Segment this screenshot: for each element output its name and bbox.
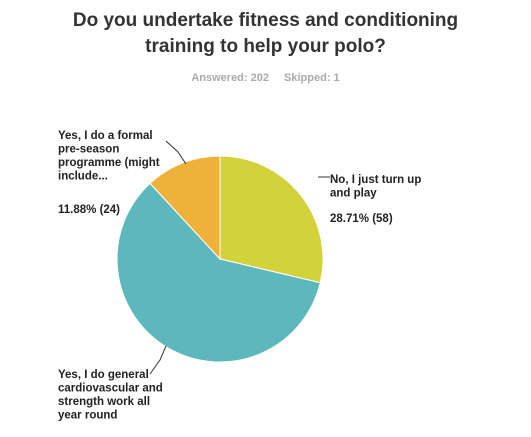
pie-slice-3[interactable]: [149, 155, 221, 261]
slice-label-1: No, I just turn up and play: [330, 174, 421, 200]
leader-line-2: [149, 345, 167, 375]
skipped-count: Skipped: 1: [284, 72, 340, 84]
pie-slice-1[interactable]: [219, 155, 324, 284]
response-stats: Answered: 202 Skipped: 1: [0, 72, 531, 84]
chart-title: Do you undertake fitness and conditionin…: [0, 8, 531, 60]
pie-slice-2[interactable]: [116, 182, 321, 363]
slice-percent-label-3: 11.88% (24): [58, 204, 120, 216]
chart-title-line-2: training to help your polo?: [145, 36, 386, 57]
slice-label-2: Yes, I do general cardiovascular and stren…: [58, 369, 163, 422]
leader-line-3: [165, 140, 187, 165]
slice-percent-label-1: 28.71% (58): [330, 213, 393, 225]
slice-label-3: Yes, I do a formal pre-season programme (m…: [58, 130, 160, 183]
chart-title-line-1: Do you undertake fitness and conditionin…: [72, 10, 459, 31]
answered-count: Answered: 202: [191, 72, 269, 84]
